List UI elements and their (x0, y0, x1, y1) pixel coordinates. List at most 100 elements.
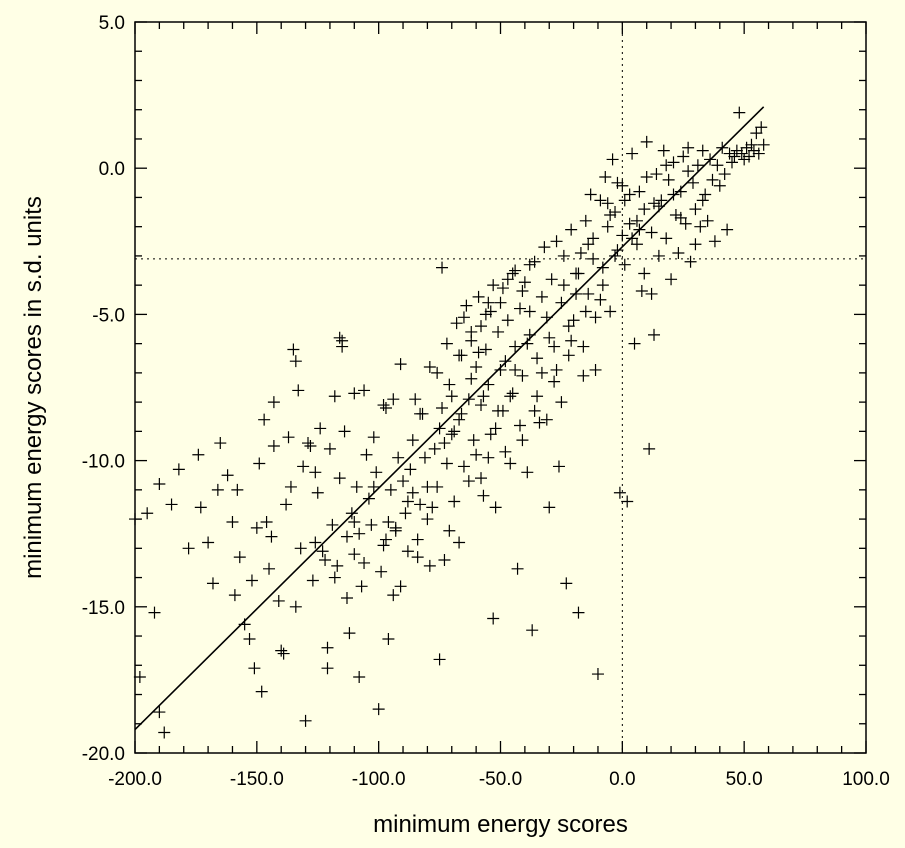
data-point (457, 311, 470, 324)
data-point (550, 363, 563, 376)
data-point (611, 244, 624, 257)
data-point (674, 185, 687, 198)
data-point (648, 197, 661, 210)
data-point (226, 516, 239, 529)
data-point (414, 498, 427, 511)
data-point (591, 668, 604, 681)
data-point (689, 238, 702, 251)
data-point (538, 241, 551, 254)
y-tick-labels: -20.0 -15.0 -10.0 -5.0 0.0 5.0 (82, 13, 125, 765)
data-point (263, 562, 276, 575)
data-point (443, 524, 456, 537)
data-point (328, 571, 341, 584)
data-point (260, 516, 273, 529)
y-tick-label: -20.0 (82, 744, 125, 765)
data-point (328, 390, 341, 403)
data-point (757, 138, 770, 151)
data-point (438, 437, 451, 450)
data-point (584, 188, 597, 201)
data-point (601, 197, 614, 210)
data-point (521, 466, 534, 479)
data-point (333, 472, 346, 485)
data-point (562, 320, 575, 333)
data-point (640, 135, 653, 148)
data-point (379, 533, 392, 546)
data-point (562, 349, 575, 362)
data-point (735, 147, 748, 160)
data-point (475, 320, 488, 333)
data-point (450, 317, 463, 330)
data-point (579, 214, 592, 227)
y-tick-label: -5.0 (92, 305, 125, 326)
data-point (623, 217, 636, 230)
data-point (365, 518, 378, 531)
data-point (509, 340, 522, 353)
x-tick-label: 0.0 (609, 769, 635, 790)
data-point (682, 141, 695, 154)
data-point (379, 401, 392, 414)
data-point (701, 214, 714, 227)
data-point (482, 296, 495, 309)
data-point (557, 279, 570, 292)
data-point (494, 296, 507, 309)
data-point (133, 670, 146, 683)
data-point (338, 425, 351, 438)
data-point (148, 606, 161, 619)
data-point (482, 451, 495, 464)
data-point (401, 495, 414, 508)
data-point (645, 287, 658, 300)
data-point (316, 545, 329, 558)
data-point (606, 153, 619, 166)
data-point (297, 460, 310, 473)
data-point (453, 536, 466, 549)
data-point (628, 337, 641, 350)
data-point (479, 308, 492, 321)
data-point (548, 375, 561, 388)
data-point (496, 404, 509, 417)
data-point (440, 457, 453, 470)
data-point (436, 401, 449, 414)
data-point (394, 580, 407, 593)
data-point (718, 168, 731, 181)
data-point (484, 428, 497, 441)
data-point (526, 624, 539, 637)
data-point (686, 176, 699, 189)
data-point (423, 361, 436, 374)
data-point (340, 592, 353, 605)
data-point (594, 194, 607, 207)
data-point (343, 627, 356, 640)
data-point (706, 173, 719, 186)
x-tick-label: -100.0 (352, 769, 406, 790)
data-point (511, 562, 524, 575)
data-point (633, 185, 646, 198)
data-point (321, 662, 334, 675)
data-point (194, 501, 207, 514)
data-point (331, 559, 344, 572)
data-point (645, 226, 658, 239)
data-point (214, 437, 227, 450)
data-point (528, 255, 541, 268)
data-point (579, 305, 592, 318)
data-point (518, 276, 531, 289)
data-point (348, 387, 361, 400)
data-point (543, 331, 556, 344)
data-point (321, 641, 334, 654)
data-point (548, 340, 561, 353)
data-point (355, 580, 368, 593)
data-point (284, 480, 297, 493)
plot-frame (134, 21, 867, 754)
data-point (382, 632, 395, 645)
data-point (377, 399, 390, 412)
data-point (401, 545, 414, 558)
data-point (499, 445, 512, 458)
data-point (453, 349, 466, 362)
data-point (623, 188, 636, 201)
plot-marks (129, 106, 770, 739)
data-point (460, 299, 473, 312)
data-point (599, 170, 612, 183)
data-point (567, 314, 580, 327)
data-point (557, 249, 570, 262)
data-point (455, 407, 468, 420)
x-tick-label: -150.0 (230, 769, 284, 790)
data-point (711, 159, 724, 172)
